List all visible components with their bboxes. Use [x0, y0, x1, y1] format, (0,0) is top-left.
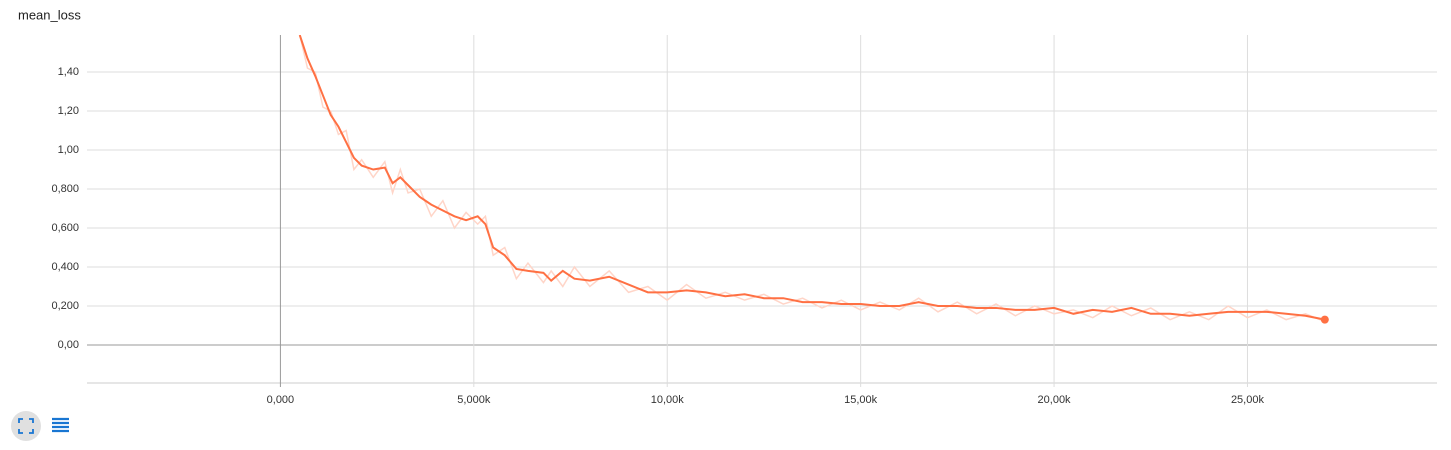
x-tick-label: 20,00k	[1038, 394, 1072, 406]
chart-title: mean_loss	[18, 7, 81, 22]
y-tick-label: 1,20	[58, 105, 79, 117]
x-tick-label: 25,00k	[1231, 394, 1265, 406]
y-tick-label: 0,800	[51, 183, 79, 195]
x-tick-label: 15,00k	[844, 394, 878, 406]
plot-area	[298, 35, 1326, 323]
fullscreen-button[interactable]	[11, 411, 41, 441]
last-point	[1320, 315, 1329, 324]
data-table-button[interactable]	[52, 417, 69, 433]
y-tick-label: 0,600	[51, 222, 79, 234]
series-line	[298, 35, 1326, 321]
y-tick-label: 1,40	[58, 66, 79, 78]
y-tick-label: 0,00	[58, 339, 79, 351]
x-tick-label: 5,000k	[457, 394, 491, 406]
y-tick-label: 0,400	[51, 261, 79, 273]
y-tick-label: 0,200	[51, 300, 79, 312]
y-tick-label: 1,00	[58, 144, 79, 156]
series-line	[299, 35, 1326, 323]
x-tick-label: 0,000	[267, 394, 295, 406]
x-tick-label: 10,00k	[651, 394, 685, 406]
